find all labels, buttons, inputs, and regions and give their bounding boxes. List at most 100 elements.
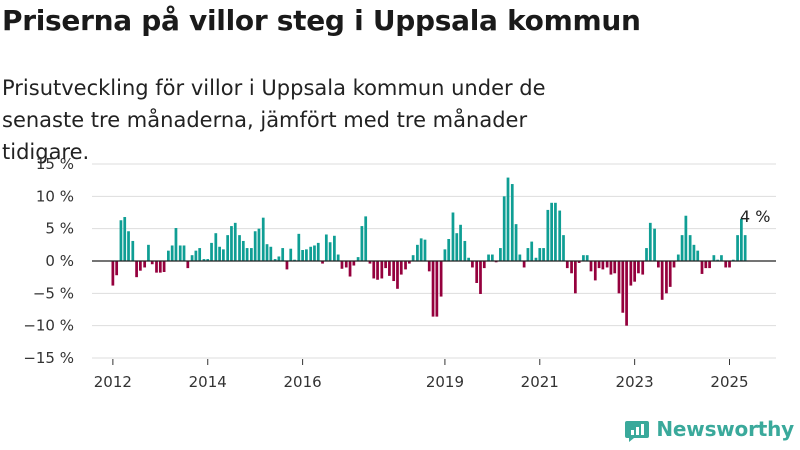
bar [542, 248, 545, 261]
bar [411, 255, 415, 261]
bar [364, 216, 368, 261]
bar [182, 245, 186, 261]
y-tick-label: 15 % [36, 155, 74, 173]
bar [427, 261, 431, 272]
bar [700, 261, 704, 274]
bar [605, 261, 609, 268]
bar [356, 257, 360, 261]
bar [562, 235, 565, 261]
bar [313, 245, 316, 261]
bar [487, 254, 490, 261]
bar [265, 244, 269, 261]
bar [206, 259, 210, 261]
bar [281, 248, 285, 261]
bar [155, 261, 158, 273]
bar [135, 261, 138, 278]
bar [530, 241, 534, 261]
bar [297, 233, 301, 261]
bar [143, 261, 147, 268]
bar [522, 261, 526, 268]
bars [111, 177, 747, 326]
x-tick-label: 2012 [94, 373, 132, 391]
bar [573, 261, 577, 294]
bar [250, 248, 253, 261]
bar [704, 261, 708, 269]
bar [506, 177, 510, 261]
bar [115, 261, 119, 276]
x-tick-label: 2023 [616, 373, 654, 391]
bar [324, 234, 328, 261]
bar [538, 248, 542, 261]
bar [526, 248, 530, 261]
bar [269, 246, 273, 261]
bar [736, 235, 739, 261]
bar [170, 245, 174, 261]
bar [301, 250, 304, 261]
bar [577, 261, 581, 263]
bar [214, 233, 218, 261]
bar [613, 261, 617, 274]
bar [253, 231, 257, 261]
bar [111, 261, 115, 286]
bar [475, 261, 479, 283]
bar [546, 209, 550, 261]
bar [245, 248, 249, 261]
bar [550, 202, 554, 261]
y-axis-labels: −15 % −10 % −5 % 0 % 5 % 10 % 15 % [23, 155, 74, 367]
bar [123, 217, 127, 261]
bar [404, 261, 407, 270]
bar [443, 249, 447, 261]
bar [684, 215, 688, 261]
bar [222, 249, 225, 261]
bar [158, 261, 162, 273]
bar [119, 220, 123, 261]
bar [629, 261, 633, 286]
bar [257, 228, 261, 261]
bar [273, 259, 277, 261]
bar [150, 261, 154, 265]
bar [333, 235, 336, 261]
chart-subtitle: Prisutveckling för villor i Uppsala komm… [2, 76, 546, 164]
bar [167, 250, 170, 261]
y-tick-label: −5 % [33, 284, 74, 302]
bar [740, 218, 743, 261]
bar [210, 242, 213, 261]
bar [645, 248, 648, 261]
bar [565, 261, 569, 269]
bar [419, 238, 423, 261]
bar [368, 261, 372, 264]
bar [463, 240, 467, 261]
bar [589, 261, 593, 272]
bar [712, 255, 716, 261]
bar [676, 254, 680, 261]
bar [490, 254, 494, 261]
bar [309, 246, 313, 261]
bar [660, 261, 664, 300]
bar [558, 210, 562, 261]
bar [261, 217, 265, 261]
x-tick-label: 2014 [189, 373, 227, 391]
bar [728, 261, 731, 268]
latest-value-label: 4 % [740, 207, 770, 226]
bar [459, 224, 462, 261]
bar [198, 248, 202, 261]
bar [653, 228, 656, 261]
bar [238, 235, 241, 261]
bar [582, 255, 585, 261]
bar [407, 261, 411, 264]
bar [230, 226, 233, 261]
bar [423, 239, 427, 261]
bar [665, 261, 668, 294]
bar [641, 261, 645, 275]
bar [226, 235, 230, 261]
bar [637, 261, 640, 274]
bar [372, 261, 376, 279]
bar [518, 254, 522, 261]
bar [127, 231, 130, 261]
bar [305, 249, 308, 261]
bar [147, 244, 150, 261]
bar [190, 255, 194, 261]
bar [392, 261, 396, 282]
bar [625, 261, 628, 326]
bar [384, 261, 387, 269]
